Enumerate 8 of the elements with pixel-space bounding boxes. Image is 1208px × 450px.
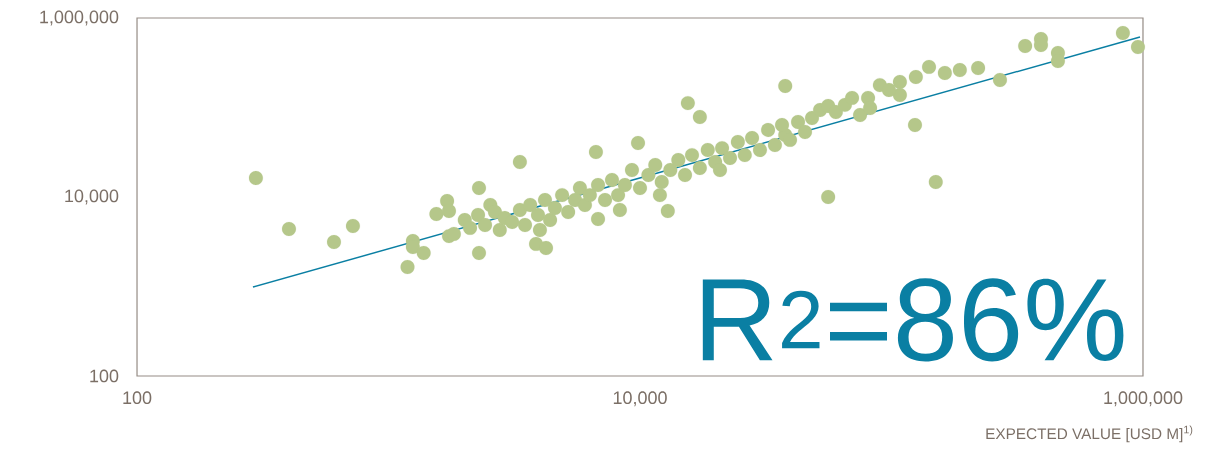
x-tick-label: 10,000	[613, 391, 667, 407]
y-tick-label: 10,000	[65, 189, 119, 205]
x-axis-title: EXPECTED VALUE [USD M]$^{1)}$	[986, 425, 1193, 443]
y-tick-label: 100	[90, 369, 119, 383]
x-tick-label: 100	[123, 391, 152, 405]
x-tick-label: 1,000,000	[1104, 391, 1183, 407]
annotation: R$^{2}$=86%	[702, 278, 1124, 362]
y-tick-label: 1,000,000	[40, 10, 119, 26]
